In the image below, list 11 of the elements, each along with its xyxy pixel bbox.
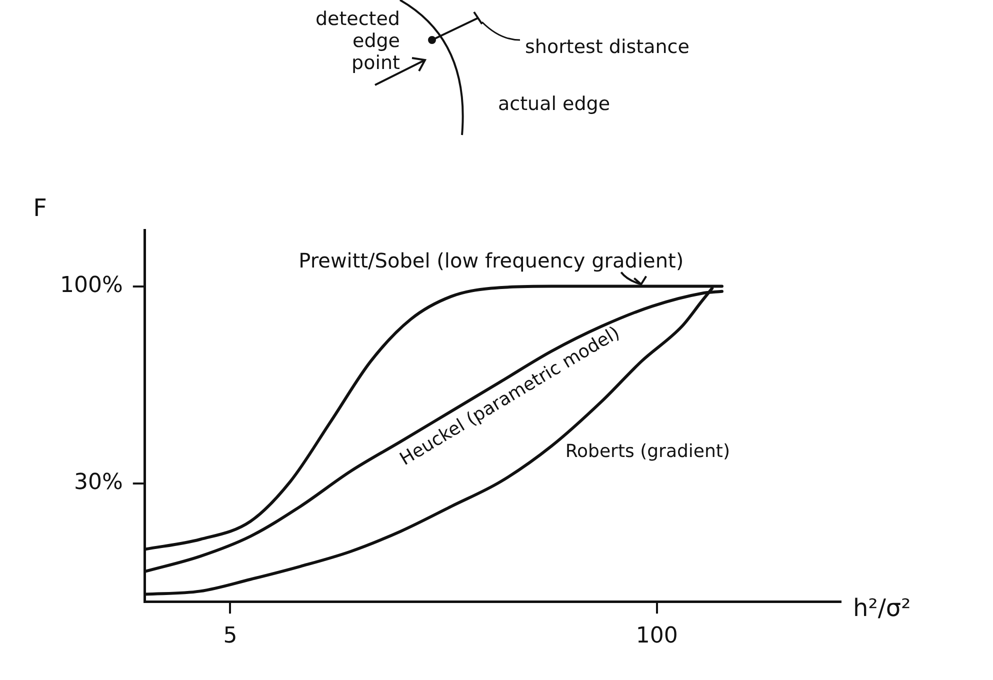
text: shortest distance	[525, 36, 690, 58]
y-tick-label: 30%	[74, 470, 123, 496]
x-tick-label: 100	[636, 624, 678, 649]
x-axis-title: h²/σ²	[853, 594, 911, 622]
series-label: Prewitt/Sobel (low frequency gradient)	[298, 248, 684, 272]
text: detected edge point	[315, 8, 400, 74]
series-label: Roberts (gradient)	[565, 440, 730, 462]
y-tick-label: 100%	[60, 273, 123, 298]
text: actual edge	[498, 92, 610, 115]
y-axis-title: F	[33, 194, 47, 222]
x-tick-label: 5	[223, 624, 238, 649]
